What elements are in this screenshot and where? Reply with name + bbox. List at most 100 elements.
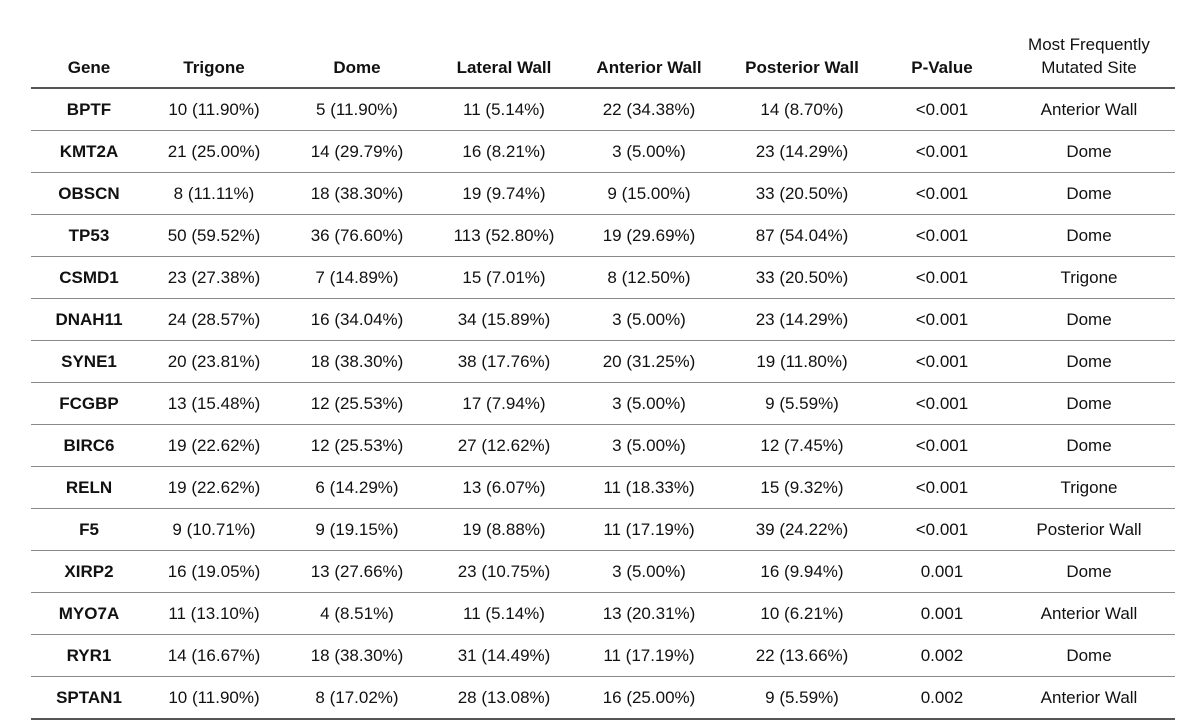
p-value-cell: <0.001 bbox=[881, 130, 1003, 173]
column-header-p-value: P-Value bbox=[881, 0, 1003, 89]
anterior-wall-cell: 3 (5.00%) bbox=[575, 298, 723, 341]
lateral-wall-cell: 31 (14.49%) bbox=[433, 634, 575, 677]
trigone-cell: 10 (11.90%) bbox=[147, 676, 281, 720]
mutated-site-cell: Dome bbox=[1003, 550, 1175, 593]
lateral-wall-cell: 34 (15.89%) bbox=[433, 298, 575, 341]
gene-name-cell: SYNE1 bbox=[31, 340, 147, 383]
gene-name-cell: RYR1 bbox=[31, 634, 147, 677]
anterior-wall-cell: 22 (34.38%) bbox=[575, 88, 723, 131]
column-header-most-frequently-mutated-site: Most Frequently Mutated Site bbox=[1003, 0, 1175, 89]
dome-cell: 12 (25.53%) bbox=[281, 382, 433, 425]
dome-cell: 18 (38.30%) bbox=[281, 634, 433, 677]
p-value-cell: <0.001 bbox=[881, 424, 1003, 467]
dome-cell: 36 (76.60%) bbox=[281, 214, 433, 257]
trigone-cell: 16 (19.05%) bbox=[147, 550, 281, 593]
mutated-site-cell: Trigone bbox=[1003, 256, 1175, 299]
trigone-cell: 14 (16.67%) bbox=[147, 634, 281, 677]
posterior-wall-cell: 22 (13.66%) bbox=[723, 634, 881, 677]
trigone-cell: 8 (11.11%) bbox=[147, 172, 281, 215]
trigone-cell: 21 (25.00%) bbox=[147, 130, 281, 173]
column-header-lateral-wall: Lateral Wall bbox=[433, 0, 575, 89]
gene-name-cell: TP53 bbox=[31, 214, 147, 257]
gene-name-cell: SPTAN1 bbox=[31, 676, 147, 720]
table-row: RELN 19 (22.62%) 6 (14.29%) 13 (6.07%) 11 (1… bbox=[31, 466, 1175, 509]
lateral-wall-cell: 15 (7.01%) bbox=[433, 256, 575, 299]
gene-name-cell: OBSCN bbox=[31, 172, 147, 215]
posterior-wall-cell: 9 (5.59%) bbox=[723, 382, 881, 425]
gene-name-cell: BPTF bbox=[31, 88, 147, 131]
p-value-cell: 0.001 bbox=[881, 592, 1003, 635]
posterior-wall-cell: 87 (54.04%) bbox=[723, 214, 881, 257]
lateral-wall-cell: 27 (12.62%) bbox=[433, 424, 575, 467]
posterior-wall-cell: 14 (8.70%) bbox=[723, 88, 881, 131]
dome-cell: 5 (11.90%) bbox=[281, 88, 433, 131]
gene-name-cell: KMT2A bbox=[31, 130, 147, 173]
dome-cell: 14 (29.79%) bbox=[281, 130, 433, 173]
gene-name-cell: BIRC6 bbox=[31, 424, 147, 467]
table-row: TP53 50 (59.52%) 36 (76.60%) 113 (52.80%) 19… bbox=[31, 214, 1175, 257]
lateral-wall-cell: 28 (13.08%) bbox=[433, 676, 575, 720]
anterior-wall-cell: 3 (5.00%) bbox=[575, 382, 723, 425]
lateral-wall-cell: 19 (8.88%) bbox=[433, 508, 575, 551]
lateral-wall-cell: 38 (17.76%) bbox=[433, 340, 575, 383]
trigone-cell: 9 (10.71%) bbox=[147, 508, 281, 551]
trigone-cell: 20 (23.81%) bbox=[147, 340, 281, 383]
mutated-site-cell: Dome bbox=[1003, 172, 1175, 215]
table-header: Gene Trigone Dome Lateral Wall Anterior … bbox=[31, 0, 1175, 89]
anterior-wall-cell: 11 (17.19%) bbox=[575, 634, 723, 677]
p-value-cell: 0.002 bbox=[881, 634, 1003, 677]
anterior-wall-cell: 3 (5.00%) bbox=[575, 424, 723, 467]
lateral-wall-cell: 11 (5.14%) bbox=[433, 88, 575, 131]
mutated-site-cell: Anterior Wall bbox=[1003, 592, 1175, 635]
anterior-wall-cell: 19 (29.69%) bbox=[575, 214, 723, 257]
dome-cell: 4 (8.51%) bbox=[281, 592, 433, 635]
table-row: RYR1 14 (16.67%) 18 (38.30%) 31 (14.49%) 11 … bbox=[31, 634, 1175, 677]
mutated-site-cell: Anterior Wall bbox=[1003, 676, 1175, 720]
p-value-cell: <0.001 bbox=[881, 298, 1003, 341]
lateral-wall-cell: 13 (6.07%) bbox=[433, 466, 575, 509]
mutated-site-cell: Dome bbox=[1003, 130, 1175, 173]
trigone-cell: 24 (28.57%) bbox=[147, 298, 281, 341]
p-value-cell: <0.001 bbox=[881, 340, 1003, 383]
gene-name-cell: RELN bbox=[31, 466, 147, 509]
lateral-wall-cell: 17 (7.94%) bbox=[433, 382, 575, 425]
anterior-wall-cell: 9 (15.00%) bbox=[575, 172, 723, 215]
trigone-cell: 11 (13.10%) bbox=[147, 592, 281, 635]
column-header-line-2: Mutated Site bbox=[1041, 58, 1137, 77]
anterior-wall-cell: 16 (25.00%) bbox=[575, 676, 723, 720]
anterior-wall-cell: 3 (5.00%) bbox=[575, 550, 723, 593]
column-header-dome: Dome bbox=[281, 0, 433, 89]
gene-name-cell: FCGBP bbox=[31, 382, 147, 425]
table-row: OBSCN 8 (11.11%) 18 (38.30%) 19 (9.74%) 9 (1… bbox=[31, 172, 1175, 215]
table-row: FCGBP 13 (15.48%) 12 (25.53%) 17 (7.94%) 3 (… bbox=[31, 382, 1175, 425]
table-row: F5 9 (10.71%) 9 (19.15%) 19 (8.88%) 11 (17.1… bbox=[31, 508, 1175, 551]
mutated-site-cell: Dome bbox=[1003, 424, 1175, 467]
trigone-cell: 19 (22.62%) bbox=[147, 424, 281, 467]
p-value-cell: <0.001 bbox=[881, 256, 1003, 299]
header-row: Gene Trigone Dome Lateral Wall Anterior … bbox=[31, 0, 1175, 89]
posterior-wall-cell: 23 (14.29%) bbox=[723, 298, 881, 341]
column-header-anterior-wall: Anterior Wall bbox=[575, 0, 723, 89]
trigone-cell: 10 (11.90%) bbox=[147, 88, 281, 131]
p-value-cell: 0.001 bbox=[881, 550, 1003, 593]
p-value-cell: <0.001 bbox=[881, 508, 1003, 551]
table-body: BPTF 10 (11.90%) 5 (11.90%) 11 (5.14%) 22 (3… bbox=[31, 88, 1175, 720]
column-header-posterior-wall: Posterior Wall bbox=[723, 0, 881, 89]
lateral-wall-cell: 11 (5.14%) bbox=[433, 592, 575, 635]
dome-cell: 8 (17.02%) bbox=[281, 676, 433, 720]
trigone-cell: 23 (27.38%) bbox=[147, 256, 281, 299]
p-value-cell: <0.001 bbox=[881, 214, 1003, 257]
mutated-site-cell: Dome bbox=[1003, 340, 1175, 383]
column-header-trigone: Trigone bbox=[147, 0, 281, 89]
posterior-wall-cell: 39 (24.22%) bbox=[723, 508, 881, 551]
mutated-site-cell: Trigone bbox=[1003, 466, 1175, 509]
mutated-site-cell: Posterior Wall bbox=[1003, 508, 1175, 551]
anterior-wall-cell: 11 (17.19%) bbox=[575, 508, 723, 551]
dome-cell: 9 (19.15%) bbox=[281, 508, 433, 551]
lateral-wall-cell: 113 (52.80%) bbox=[433, 214, 575, 257]
anterior-wall-cell: 3 (5.00%) bbox=[575, 130, 723, 173]
p-value-cell: <0.001 bbox=[881, 172, 1003, 215]
column-header-line-1: Most Frequently bbox=[1028, 35, 1150, 54]
lateral-wall-cell: 23 (10.75%) bbox=[433, 550, 575, 593]
anterior-wall-cell: 13 (20.31%) bbox=[575, 592, 723, 635]
